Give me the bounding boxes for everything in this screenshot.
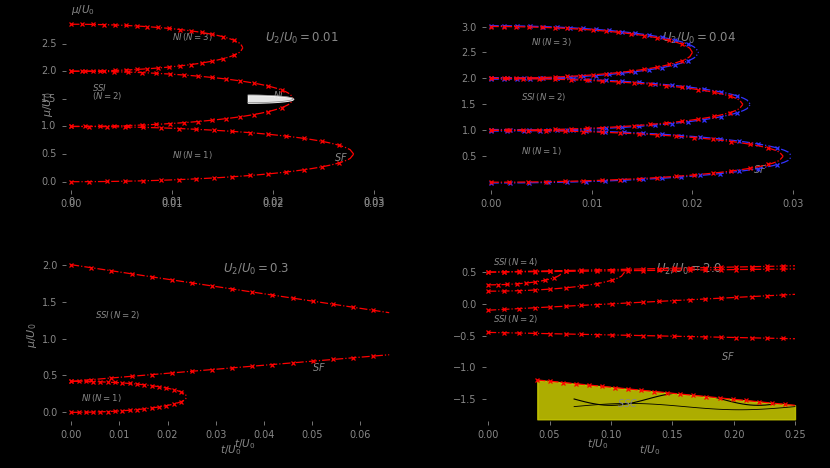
Text: 0.02: 0.02 [262,197,284,206]
Text: 0.03: 0.03 [364,197,384,206]
Text: $NI\,(N=1)$: $NI\,(N=1)$ [81,392,122,403]
Text: $U_2/U_0 = 2.0$: $U_2/U_0 = 2.0$ [656,262,722,277]
Text: $NI\,(N=3)$: $NI\,(N=3)$ [531,36,572,48]
Y-axis label: $\mu/U_0$: $\mu/U_0$ [41,92,55,117]
Text: 1.5: 1.5 [41,94,56,104]
Text: $SSI\,(N=4)$: $SSI\,(N=4)$ [493,256,539,268]
Text: 0.01: 0.01 [162,197,183,206]
Text: $U_2/U_0 = 0.01$: $U_2/U_0 = 0.01$ [266,31,339,46]
Text: $NI$: $NI$ [273,89,284,100]
X-axis label: $t/U_0$: $t/U_0$ [220,443,241,457]
Text: $NI\,(N=1)$: $NI\,(N=1)$ [521,145,562,157]
Text: $U_2/U_0 = 0.3$: $U_2/U_0 = 0.3$ [223,262,290,277]
Text: $NI\,(N=3)$: $NI\,(N=3)$ [173,31,213,43]
Text: 0.5: 0.5 [41,149,56,159]
Text: $t/U_0$: $t/U_0$ [587,437,608,451]
Text: 0: 0 [68,197,75,206]
Y-axis label: $\mu/U_0$: $\mu/U_0$ [25,323,39,348]
Text: $U_2/U_0 = 0.04$: $U_2/U_0 = 0.04$ [662,31,736,46]
Text: 1.0: 1.0 [41,122,56,132]
Text: $SF$: $SF$ [312,361,326,373]
X-axis label: $t/U_0$: $t/U_0$ [639,443,660,457]
Text: 2.0: 2.0 [41,66,56,76]
Text: $\mu/U_0$: $\mu/U_0$ [71,3,95,17]
Text: $SF$: $SF$ [753,163,767,175]
Text: $SF$: $SF$ [721,350,735,362]
Text: $SSI\,(N=2)$: $SSI\,(N=2)$ [521,91,566,103]
Text: $SF$: $SF$ [334,151,348,163]
Text: $SSI\,(N=2)$: $SSI\,(N=2)$ [95,309,140,321]
Text: $NI\,(N=1)$: $NI\,(N=1)$ [173,149,213,161]
Text: 2.5: 2.5 [41,38,56,49]
Text: $SSI$: $SSI$ [91,81,107,93]
Text: $SSI\,(N=2)$: $SSI\,(N=2)$ [493,313,539,325]
Text: $t/U_0$: $t/U_0$ [234,437,256,451]
Text: $SSC$: $SSC$ [617,397,638,409]
Text: 0.0: 0.0 [41,177,56,187]
Text: $(N=2)$: $(N=2)$ [91,90,122,102]
